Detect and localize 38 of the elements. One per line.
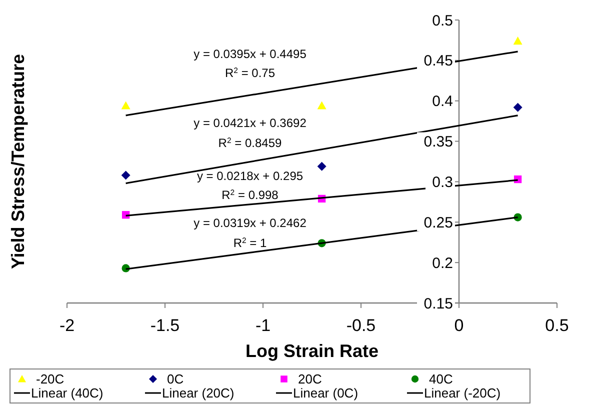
legend-label: Linear (0C) (293, 386, 358, 401)
annotation: R$^{2}$ = 0.75 (224, 66, 276, 80)
legend-label: Linear (-20C) (424, 386, 501, 401)
x-tick-label: 0.5 (545, 316, 569, 335)
y-tick-label: 0.3 (432, 174, 453, 191)
annotation: y = 0.0395x + 0.4495 (194, 47, 307, 62)
point (513, 36, 522, 45)
legend-label: 0C (167, 372, 184, 387)
x-axis-title: Log Strain Rate (245, 341, 379, 361)
y-tick-label: 0.2 (432, 254, 453, 272)
x-tick-label: -2 (59, 316, 75, 335)
annotation: R$^{2}$ = 1 (233, 236, 268, 250)
point (317, 101, 326, 110)
point (121, 170, 130, 180)
y-axis-title: Yield Stress/Temperature (8, 54, 28, 270)
y-tick-label: 0.45 (424, 52, 453, 70)
x-tick-label: 0 (454, 316, 464, 335)
legend-label: -20C (36, 372, 64, 387)
y-tick-label: 0.4 (432, 93, 453, 110)
annotation: R$^{2}$ = 0.998 (222, 188, 279, 202)
annotation: y = 0.0421x + 0.3692 (194, 116, 307, 130)
x-tick-label: -1.5 (150, 316, 180, 335)
annotation: R$^{2}$ = 0.8459 (218, 136, 282, 150)
legend-label: 40C (429, 372, 453, 387)
legend-label: Linear (20C) (162, 386, 234, 401)
legend-label: 20C (298, 372, 322, 387)
y-tick-label: 0.25 (424, 214, 453, 232)
legend-label: Linear (40C) (31, 386, 104, 401)
y-tick-label: 0.35 (424, 134, 453, 151)
annotation: y = 0.0319x + 0.2462 (194, 216, 307, 230)
y-tick-label: 0.5 (432, 12, 453, 30)
x-tick-label: -0.5 (346, 316, 376, 335)
point (121, 101, 130, 110)
annotation: y = 0.0218x + 0.295 (196, 169, 304, 184)
y-tick-label: 0.15 (424, 295, 453, 312)
x-tick-label: -1 (255, 316, 271, 335)
point (317, 162, 326, 171)
point (513, 102, 522, 112)
